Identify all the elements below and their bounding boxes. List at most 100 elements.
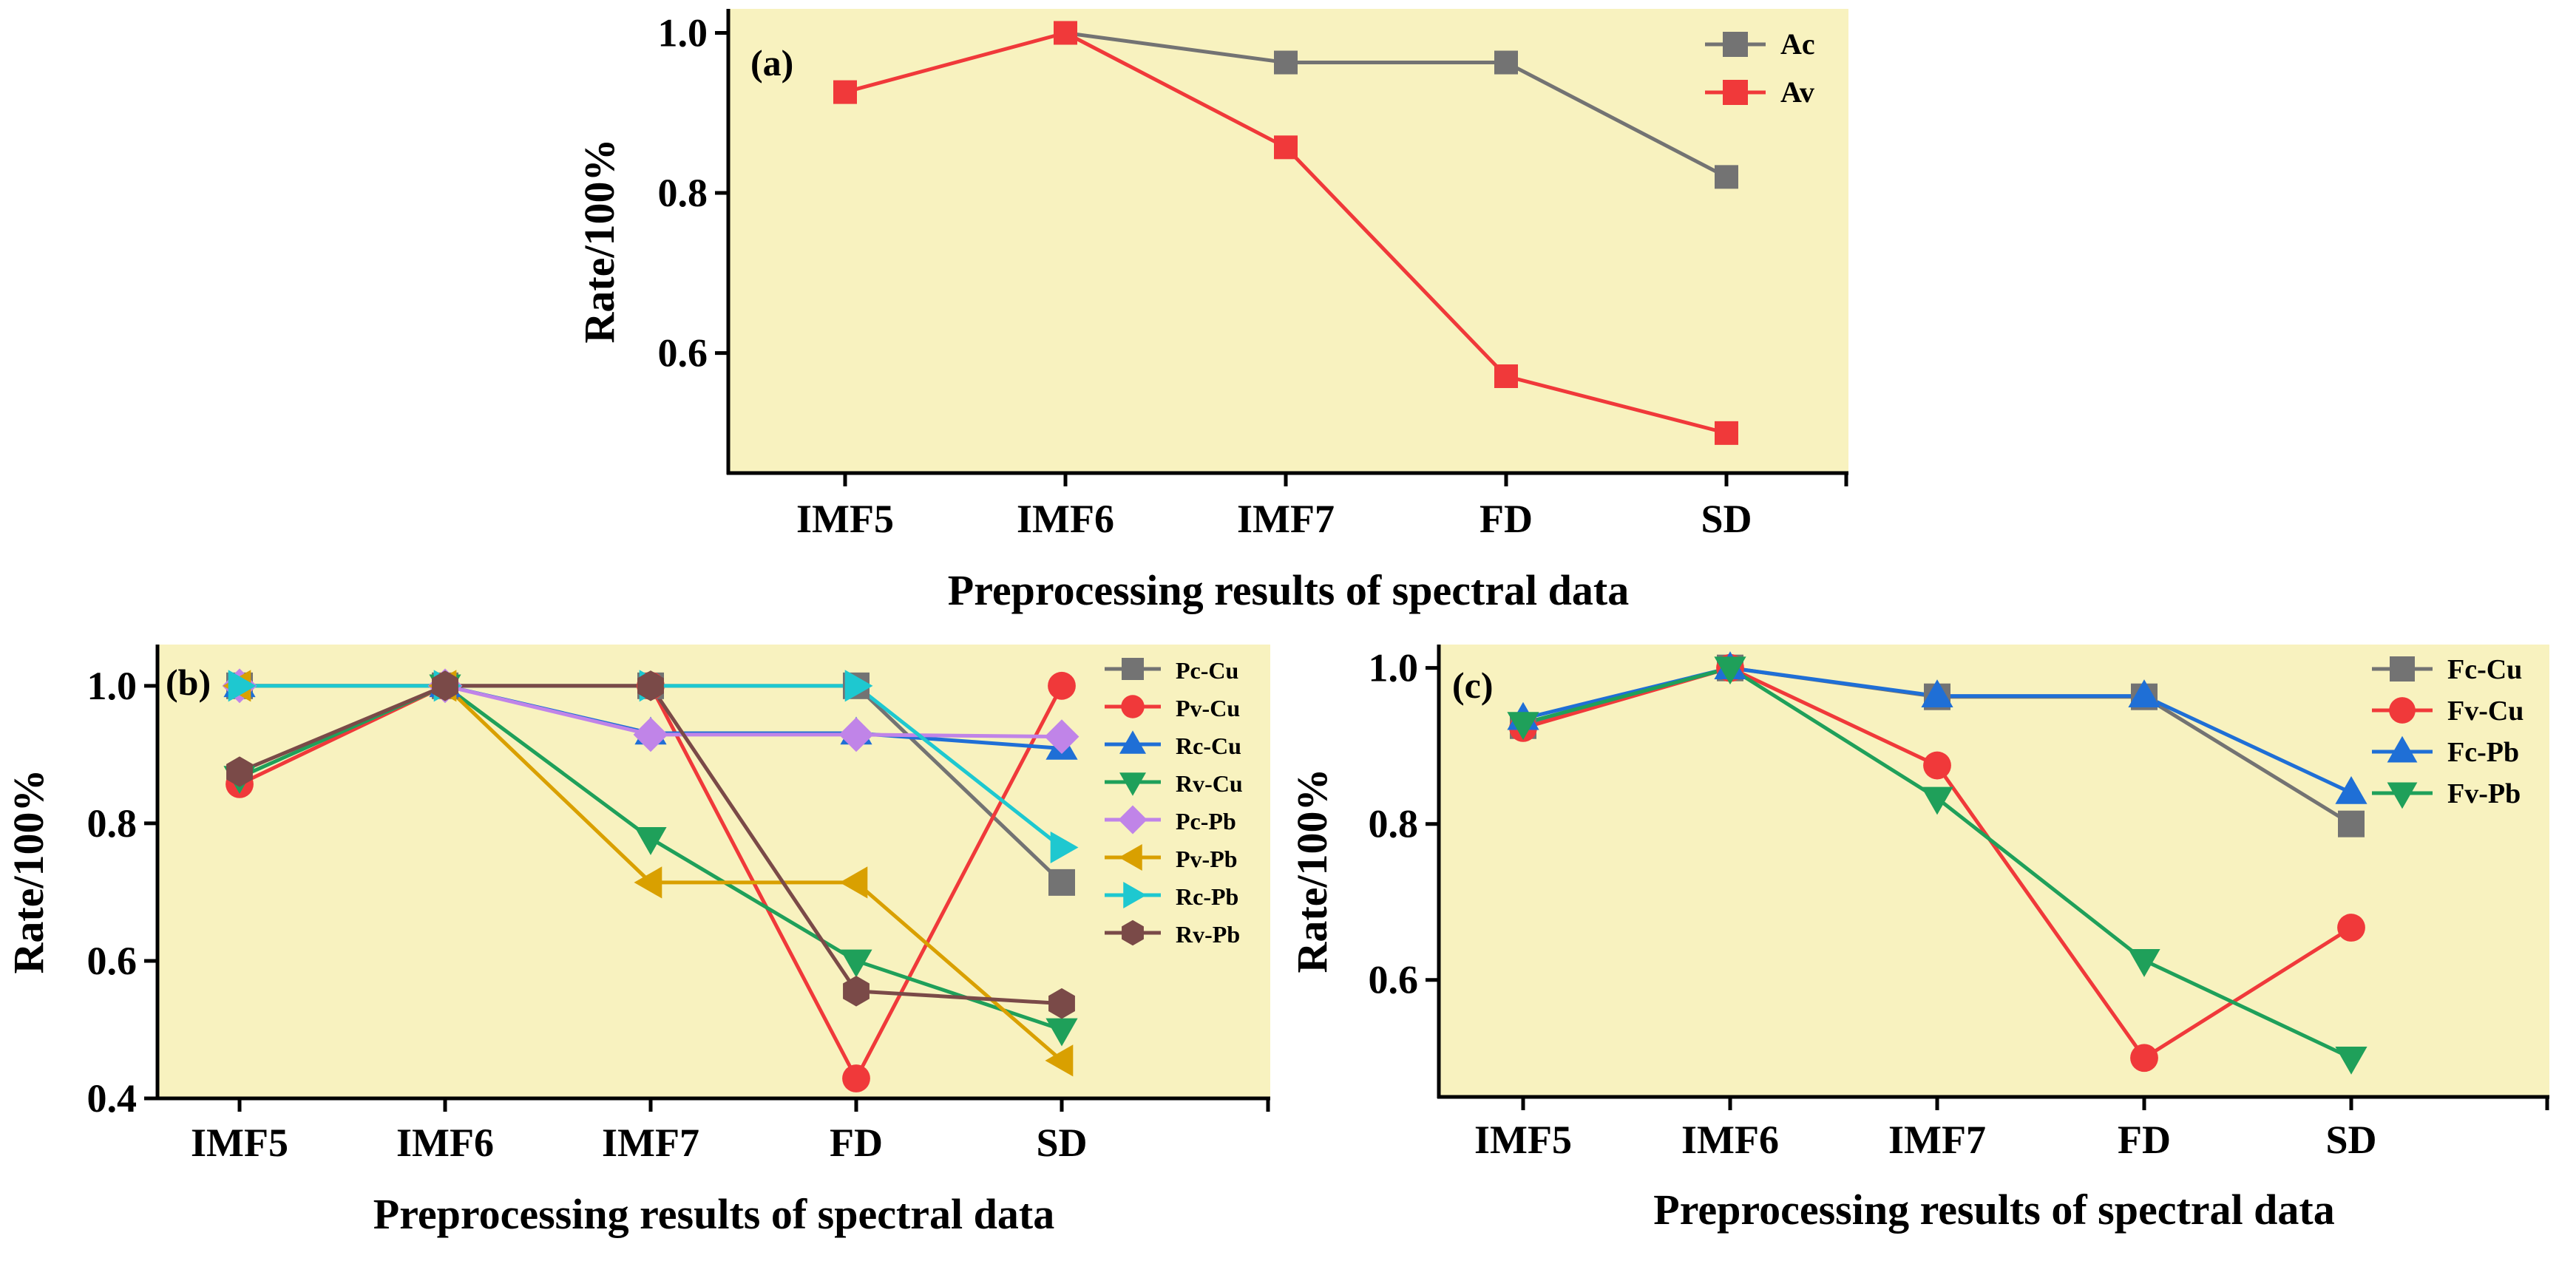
legend-marker	[1723, 32, 1748, 57]
legend: Fc-Cu Fv-Cu Fc-Pb Fv-Pb	[2372, 654, 2524, 809]
legend: Ac Av	[1705, 27, 1815, 109]
data-point-Rv-Pb	[843, 976, 870, 1007]
legend-marker	[1119, 844, 1142, 871]
legend-label: Av	[1780, 75, 1814, 109]
x-axis-title: Preprocessing results of spectral data	[373, 1190, 1054, 1238]
data-point-Fv-Cu	[2130, 1044, 2158, 1073]
data-point-Fv-Pb	[2128, 949, 2160, 977]
data-point-Fv-Cu	[2337, 914, 2365, 942]
data-point-Pv-Pb	[839, 866, 868, 899]
legend-label: Rv-Pb	[1176, 921, 1240, 948]
data-point-Fc-Pb	[1921, 679, 1953, 707]
x-tick-label: IMF5	[1474, 1118, 1572, 1162]
x-tick-label: IMF6	[396, 1121, 494, 1165]
legend-label: Pc-Cu	[1176, 657, 1238, 684]
data-point-Rv-Cu	[1045, 1018, 1078, 1047]
plot-area	[1439, 645, 2549, 1097]
x-tick-label: FD	[2118, 1118, 2171, 1162]
data-point-Av	[1274, 135, 1298, 160]
legend-label: Fc-Cu	[2447, 654, 2522, 685]
plot-area	[728, 9, 1848, 473]
data-point-Fv-Pb	[1507, 712, 1539, 741]
data-point-Rv-Cu	[634, 827, 667, 855]
x-tick-label: IMF7	[602, 1121, 699, 1165]
legend-marker	[1118, 805, 1148, 835]
legend-label: Rc-Pb	[1176, 883, 1238, 910]
legend-marker	[2387, 735, 2418, 763]
y-tick-label: 0.6	[1369, 958, 1419, 1002]
legend-marker	[1723, 80, 1748, 105]
y-tick-label: 0.6	[658, 331, 708, 375]
legend-label: Pv-Cu	[1176, 695, 1240, 721]
data-point-Ac	[1494, 50, 1518, 75]
x-tick-label: FD	[1479, 497, 1533, 541]
legend-marker	[1123, 882, 1147, 908]
data-point-Pc-Pb	[633, 717, 668, 752]
data-point-Rc-Pb	[228, 670, 257, 702]
y-tick-label: 0.8	[87, 801, 138, 846]
x-axis-title: Preprocessing results of spectral data	[1653, 1186, 2334, 1234]
panel-label: (a)	[750, 42, 793, 84]
data-point-Ac	[1274, 50, 1298, 75]
legend-label: Fv-Pb	[2447, 778, 2521, 809]
legend-label: Pc-Pb	[1176, 808, 1236, 835]
data-point-Rc-Pb	[1050, 831, 1079, 864]
legend-marker	[2389, 697, 2416, 724]
legend-label: Rv-Cu	[1176, 770, 1243, 797]
legend-marker	[2387, 782, 2418, 809]
y-tick-label: 1.0	[1369, 646, 1419, 690]
x-tick-label: SD	[2325, 1118, 2376, 1162]
data-point-Fv-Cu	[1923, 751, 1951, 780]
data-point-Rv-Pb	[432, 670, 458, 701]
data-point-Pc-Pb	[838, 717, 874, 752]
data-point-Fv-Pb	[1921, 786, 1953, 815]
data-point-Rc-Pb	[844, 670, 873, 702]
data-point-Pv-Cu	[842, 1064, 870, 1092]
data-point-Ac	[1715, 165, 1738, 189]
legend-label: Fc-Pb	[2447, 737, 2519, 768]
data-point-Fc-Pb	[2128, 679, 2160, 707]
y-tick-label: 0.8	[658, 171, 708, 215]
x-axis-title: Preprocessing results of spectral data	[948, 566, 1629, 614]
x-tick-label: SD	[1701, 497, 1752, 541]
y-tick-label: 0.4	[87, 1076, 138, 1121]
legend-marker	[1121, 695, 1145, 718]
series-line-Ac	[1065, 31, 1728, 179]
panel-label: (c)	[1452, 665, 1494, 706]
y-axis-title: Rate/100%	[575, 138, 623, 343]
legend-marker	[2390, 656, 2415, 682]
data-point-Fc-Pb	[2335, 775, 2367, 804]
data-point-Pc-Cu	[1048, 869, 1075, 896]
x-tick-label: FD	[830, 1121, 883, 1165]
x-tick-label: IMF6	[1681, 1118, 1779, 1162]
y-tick-label: 0.8	[1369, 802, 1419, 846]
data-point-Fv-Pb	[2335, 1046, 2367, 1075]
x-tick-label: IMF5	[796, 497, 894, 541]
legend-marker	[1119, 772, 1146, 796]
panel-b: 0.4 0.6 0.8 1.0 IMF5 IMF6 IMF7 FD SD Preprocessin…	[4, 645, 1270, 1238]
y-tick-label: 1.0	[87, 664, 138, 708]
y-axis-title: Rate/100%	[1288, 768, 1336, 973]
legend-label: Pv-Pb	[1176, 846, 1238, 872]
legend-label: Rc-Cu	[1176, 733, 1241, 759]
legend-label: Fv-Cu	[2447, 696, 2524, 727]
y-tick-label: 1.0	[658, 10, 708, 55]
x-tick-label: IMF6	[1017, 497, 1114, 541]
data-point-Pv-Pb	[634, 866, 662, 899]
data-point-Rv-Pb	[1048, 988, 1075, 1019]
x-tick-label: IMF7	[1237, 497, 1335, 541]
x-tick-label: SD	[1036, 1121, 1087, 1165]
data-point-Fc-Cu	[2338, 810, 2365, 837]
x-tick-label: IMF5	[191, 1121, 288, 1165]
data-point-Rv-Pb	[637, 670, 664, 701]
plot-area	[157, 645, 1270, 1098]
data-point-Rv-Cu	[840, 949, 872, 978]
y-axis-title: Rate/100%	[4, 769, 52, 973]
legend-marker	[1122, 920, 1144, 946]
data-point-Pc-Pb	[1044, 719, 1079, 755]
legend-marker	[1122, 658, 1144, 680]
legend-marker	[1119, 730, 1146, 754]
data-point-Rv-Pb	[226, 756, 253, 787]
legend-label: Ac	[1780, 27, 1815, 61]
